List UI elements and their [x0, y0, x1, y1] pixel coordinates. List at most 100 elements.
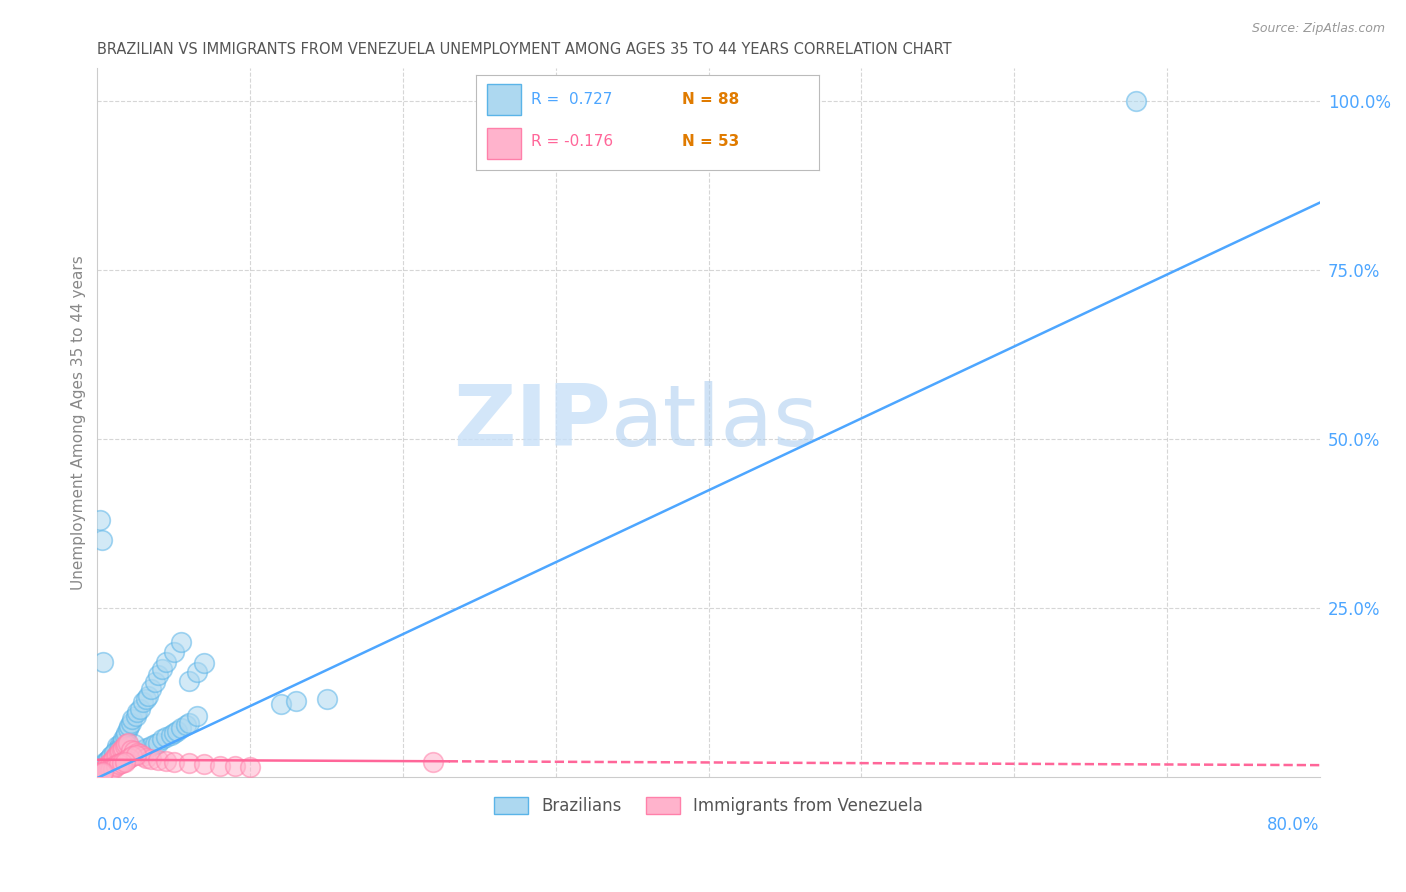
Point	[97, 757, 120, 772]
Point	[107, 746, 129, 760]
Point	[114, 755, 136, 769]
Point	[110, 755, 132, 769]
Point	[104, 756, 127, 771]
Point	[125, 706, 148, 720]
Point	[114, 739, 136, 754]
Point	[104, 749, 127, 764]
Point	[177, 673, 200, 688]
Point	[129, 747, 152, 762]
Point	[112, 732, 135, 747]
Point	[101, 756, 124, 771]
Point	[163, 645, 186, 659]
Point	[98, 759, 121, 773]
Point	[103, 759, 125, 773]
Point	[94, 764, 117, 779]
Point	[163, 755, 186, 769]
Point	[115, 753, 138, 767]
Point	[135, 750, 157, 764]
Point	[124, 746, 146, 760]
Point	[132, 749, 155, 764]
Point	[96, 763, 118, 777]
Point	[96, 759, 118, 773]
Point	[193, 757, 215, 772]
Text: 80.0%: 80.0%	[1267, 815, 1320, 834]
Point	[139, 739, 162, 754]
Point	[122, 737, 145, 751]
Point	[93, 764, 115, 779]
Point	[139, 752, 162, 766]
Point	[107, 757, 129, 772]
Point	[93, 655, 115, 669]
Point	[166, 723, 188, 738]
Point	[114, 753, 136, 767]
Point	[117, 723, 139, 737]
Point	[105, 757, 128, 772]
Point	[93, 765, 115, 780]
Point	[150, 732, 173, 747]
Point	[145, 675, 167, 690]
Point	[150, 662, 173, 676]
Point	[118, 739, 141, 754]
Point	[145, 737, 167, 751]
Y-axis label: Unemployment Among Ages 35 to 44 years: Unemployment Among Ages 35 to 44 years	[72, 255, 86, 590]
Point	[129, 702, 152, 716]
Point	[94, 764, 117, 778]
Point	[101, 753, 124, 767]
Point	[90, 764, 112, 779]
Point	[121, 749, 143, 764]
Point	[1125, 95, 1147, 109]
Point	[104, 759, 127, 773]
Point	[101, 757, 124, 772]
Point	[193, 656, 215, 670]
Point	[98, 763, 121, 777]
Point	[159, 728, 181, 742]
Text: Source: ZipAtlas.com: Source: ZipAtlas.com	[1251, 22, 1385, 36]
Point	[105, 747, 128, 762]
Point	[94, 756, 117, 771]
Point	[112, 755, 135, 769]
Point	[118, 719, 141, 733]
Point	[111, 736, 134, 750]
Point	[97, 753, 120, 767]
Point	[100, 749, 122, 764]
Text: 0.0%: 0.0%	[97, 815, 139, 834]
Point	[100, 762, 122, 776]
Point	[90, 533, 112, 548]
Point	[100, 749, 122, 764]
Point	[100, 755, 122, 769]
Point	[155, 754, 177, 768]
Point	[110, 737, 132, 751]
Point	[122, 744, 145, 758]
Point	[135, 741, 157, 756]
Point	[103, 746, 125, 760]
Point	[148, 668, 170, 682]
Point	[90, 764, 112, 779]
Point	[98, 756, 121, 771]
Legend: Brazilians, Immigrants from Venezuela: Brazilians, Immigrants from Venezuela	[488, 790, 929, 822]
Text: BRAZILIAN VS IMMIGRANTS FROM VENEZUELA UNEMPLOYMENT AMONG AGES 35 TO 44 YEARS CO: BRAZILIAN VS IMMIGRANTS FROM VENEZUELA U…	[97, 42, 952, 57]
Point	[97, 763, 120, 777]
Text: atlas: atlas	[610, 381, 818, 464]
Point	[120, 715, 142, 730]
Point	[148, 753, 170, 767]
Point	[96, 757, 118, 772]
Point	[103, 747, 125, 762]
Point	[104, 742, 127, 756]
Point	[101, 762, 124, 776]
Point	[120, 742, 142, 756]
Point	[270, 697, 292, 711]
Point	[174, 718, 197, 732]
Point	[111, 742, 134, 756]
Point	[97, 753, 120, 767]
Point	[163, 725, 186, 739]
Point	[93, 764, 115, 779]
Point	[94, 763, 117, 777]
Point	[114, 729, 136, 743]
Point	[103, 750, 125, 764]
Point	[115, 725, 138, 739]
Point	[139, 681, 162, 696]
Point	[129, 744, 152, 758]
Point	[111, 756, 134, 771]
Point	[177, 715, 200, 730]
Point	[112, 741, 135, 756]
